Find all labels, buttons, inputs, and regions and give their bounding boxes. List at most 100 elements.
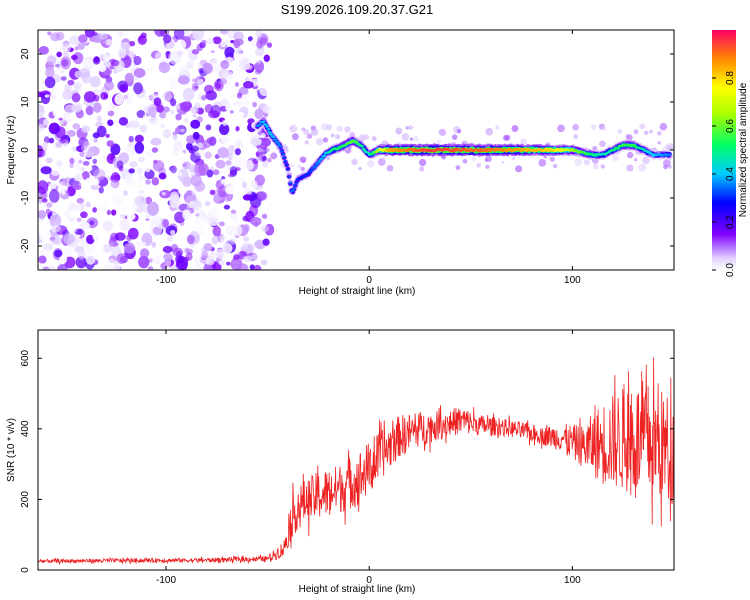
noise-blob bbox=[123, 242, 136, 254]
spectrogram-heatmap bbox=[38, 30, 674, 270]
noise-blob bbox=[69, 163, 74, 169]
noise-blob bbox=[42, 198, 48, 203]
noise-blob bbox=[574, 158, 583, 167]
noise-blob bbox=[161, 191, 166, 196]
noise-blob bbox=[197, 63, 203, 70]
noise-blob bbox=[110, 143, 121, 156]
noise-blob bbox=[111, 119, 120, 128]
noise-blob bbox=[229, 86, 238, 95]
noise-blob bbox=[260, 137, 272, 147]
noise-blob bbox=[106, 140, 115, 147]
noise-blob bbox=[222, 71, 234, 80]
noise-blob bbox=[617, 129, 623, 134]
noise-blob bbox=[267, 157, 272, 163]
noise-blob bbox=[666, 142, 674, 151]
noise-blob bbox=[260, 225, 269, 233]
noise-blob bbox=[78, 160, 83, 164]
noise-blob bbox=[170, 165, 177, 174]
colorbar-tick-label: 0.8 bbox=[725, 71, 736, 85]
noise-blob bbox=[63, 50, 69, 57]
noise-blob bbox=[409, 137, 413, 141]
noise-blob bbox=[42, 118, 50, 126]
x-tick-label: 0 bbox=[366, 275, 372, 286]
noise-blob bbox=[128, 135, 134, 143]
noise-blob bbox=[102, 40, 107, 45]
noise-blob bbox=[382, 157, 386, 161]
noise-blob bbox=[232, 100, 241, 107]
noise-blob bbox=[183, 117, 189, 123]
noise-blob bbox=[139, 124, 147, 133]
noise-blob bbox=[49, 189, 60, 203]
noise-blob bbox=[358, 134, 366, 142]
noise-blob bbox=[583, 159, 590, 166]
noise-blob bbox=[79, 67, 91, 79]
noise-blob bbox=[228, 144, 235, 153]
ridge-cell bbox=[288, 181, 293, 185]
ridge-cell bbox=[667, 153, 672, 156]
noise-blob bbox=[137, 156, 146, 163]
noise-blob bbox=[215, 159, 226, 169]
ridge-cell bbox=[309, 169, 313, 172]
noise-blob bbox=[46, 202, 53, 208]
noise-blob bbox=[223, 204, 231, 210]
noise-blob bbox=[140, 248, 150, 259]
y-tick-label: 0 bbox=[20, 147, 31, 153]
colorbar-tick-label: 0.6 bbox=[725, 119, 736, 133]
noise-blob bbox=[118, 117, 129, 126]
noise-blob bbox=[219, 30, 229, 35]
noise-blob bbox=[48, 122, 61, 135]
noise-blob bbox=[233, 40, 241, 49]
noise-blob bbox=[358, 166, 362, 171]
noise-blob bbox=[116, 160, 124, 169]
noise-blob bbox=[73, 82, 81, 90]
noise-blob bbox=[218, 123, 230, 136]
noise-blob bbox=[451, 134, 458, 140]
noise-blob bbox=[110, 59, 120, 67]
noise-blob bbox=[203, 233, 210, 242]
noise-blob bbox=[234, 219, 239, 224]
noise-blob bbox=[250, 137, 262, 146]
noise-blob bbox=[123, 190, 128, 196]
noise-blob bbox=[40, 93, 51, 105]
ridge-cell bbox=[317, 159, 322, 163]
noise-blob bbox=[194, 102, 201, 109]
noise-blob bbox=[248, 204, 259, 217]
noise-blob bbox=[131, 30, 141, 40]
noise-blob bbox=[138, 175, 145, 181]
noise-blob bbox=[150, 216, 161, 227]
noise-blob bbox=[162, 91, 172, 102]
y-tick-label: 10 bbox=[20, 96, 31, 108]
noise-blob bbox=[105, 133, 110, 138]
noise-blob bbox=[180, 128, 185, 133]
noise-blob bbox=[43, 221, 52, 231]
noise-blob bbox=[136, 110, 146, 118]
noise-blob bbox=[322, 137, 329, 143]
ridge-cell bbox=[269, 133, 273, 136]
noise-blob bbox=[71, 102, 82, 113]
noise-blob bbox=[155, 254, 161, 261]
noise-blob bbox=[77, 250, 86, 260]
noise-blob bbox=[76, 217, 82, 223]
noise-blob bbox=[48, 137, 55, 144]
noise-blob bbox=[208, 110, 220, 119]
noise-blob bbox=[51, 147, 60, 157]
noise-blob bbox=[119, 213, 126, 219]
noise-blob bbox=[252, 101, 258, 108]
noise-blob bbox=[81, 170, 90, 180]
noise-blob bbox=[210, 62, 220, 74]
y-tick-label: 20 bbox=[20, 48, 31, 60]
noise-blob bbox=[40, 166, 52, 175]
noise-blob bbox=[49, 92, 57, 101]
noise-blob bbox=[253, 264, 262, 270]
noise-blob bbox=[126, 212, 136, 221]
noise-blob bbox=[230, 209, 237, 214]
snr-series-line bbox=[38, 357, 674, 566]
noise-blob bbox=[93, 168, 106, 181]
noise-blob bbox=[98, 186, 104, 194]
noise-blob bbox=[191, 82, 199, 92]
noise-blob bbox=[59, 254, 67, 264]
noise-blob bbox=[245, 160, 254, 171]
noise-blob bbox=[184, 247, 190, 254]
noise-blob bbox=[38, 46, 49, 55]
